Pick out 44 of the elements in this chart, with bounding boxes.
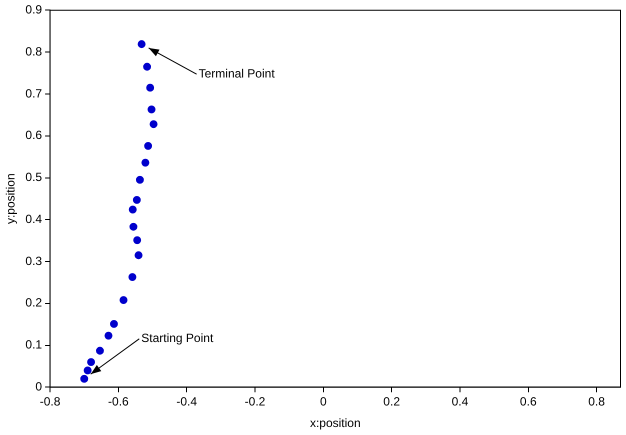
point [146,84,154,92]
point [84,366,92,374]
point [150,120,158,128]
point [87,358,96,366]
y-tick-label: 0.7 [25,86,42,100]
point [129,222,138,231]
x-tick-label: 0.6 [520,394,537,409]
x-tick-label: -0.2 [244,394,266,409]
y-tick-label: 0.4 [25,212,42,226]
point [110,320,118,328]
point [143,62,152,71]
annotation: Starting Point [141,331,214,346]
x-tick-label: -0.4 [176,394,198,409]
y-tick-label: 0.2 [25,296,42,310]
y-axis-title: y:position [4,173,18,224]
point [128,206,137,214]
point [128,273,136,281]
point [148,106,156,114]
x-tick-label: 0 [320,394,327,409]
y-tick-label: 0.8 [25,44,42,58]
x-axis-title: x:position [310,416,361,430]
point [141,158,150,167]
y-tick-label: 0.6 [25,128,42,142]
y-tick-label: 0 [35,380,42,394]
point [120,296,128,304]
y-tick-label: 0.9 [25,2,42,17]
point [144,142,152,150]
x-tick-label: -0.6 [108,394,130,409]
point [138,40,146,48]
annotation: Terminal Point [198,66,276,80]
point [80,374,88,383]
point [133,236,142,244]
point [132,196,141,204]
point [96,346,104,355]
point [136,176,144,184]
x-tick-label: 0.4 [452,394,469,409]
x-tick-label: 0.2 [383,394,400,409]
y-tick-label: 0.5 [25,170,42,184]
x-tick-label: 0.8 [588,394,606,409]
y-tick-label: 0.1 [25,338,42,352]
x-tick-label: -0.8 [40,394,61,409]
point [104,332,112,340]
point [134,251,142,260]
y-tick-label: 0.3 [25,254,42,268]
